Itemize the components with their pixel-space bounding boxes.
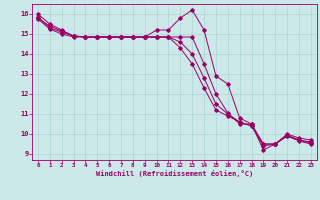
X-axis label: Windchill (Refroidissement éolien,°C): Windchill (Refroidissement éolien,°C)	[96, 170, 253, 177]
